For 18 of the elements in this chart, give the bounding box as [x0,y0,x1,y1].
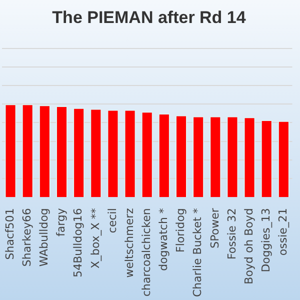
x-tick-label: SPower [208,208,222,248]
x-tick-label: Sharkey66 [20,208,34,267]
x-tick-label: WAbulldog [38,208,51,267]
x-tick-label: dogwatch * [157,208,170,271]
chart-title: The PIEMAN after Rd 14 [52,8,246,27]
x-tick-label: fargy [54,208,68,237]
x-tick-label: Doggies_13 [259,208,272,272]
x-tick-label: Shacf501 [3,208,16,260]
x-tick-label: cecil [106,208,119,234]
x-tick-label: Charlie Bucket * [191,208,204,298]
x-tick-label: Boyd oh Boyd [242,208,256,284]
x-tick-label: Fossie 32 [225,208,238,260]
x-tick-label: Floridog [174,208,188,252]
x-tick-label: ossie_21 [276,208,290,256]
x-tick-label: charcoalchicken [140,208,153,297]
x-tick-label: 54Bulldog16 [72,208,85,278]
x-tick-label: weltschmerz [122,208,136,278]
x-tick-label: X_box_X ** [88,208,102,269]
